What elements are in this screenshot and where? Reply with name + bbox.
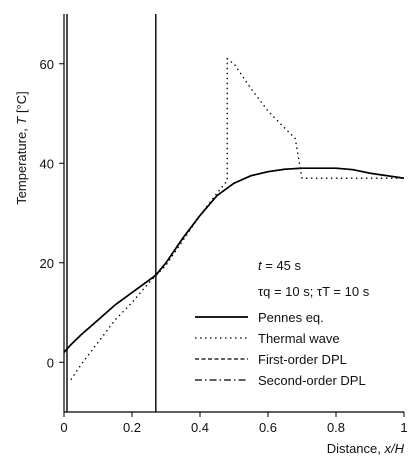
series-line-first-order-dpl [63,167,405,353]
legend: Pennes eq. Thermal wave First-order DPL Sec… [195,310,366,388]
axis-ticks: 0 0.2 0.4 0.6 0.8 1 0 20 40 60 [40,57,408,435]
y-tick-label: 0 [47,355,54,370]
series-line-pennes-eq [63,167,405,353]
legend-label: First-order DPL [258,352,347,367]
legend-label: Pennes eq. [258,310,324,325]
x-tick-label: 1 [400,420,407,435]
y-axis-label: Temperature, T [°C] [14,91,29,205]
x-tick-label: 0.8 [327,420,345,435]
y-tick-label: 40 [40,156,54,171]
y-tick-label: 60 [40,57,54,72]
x-tick-label: 0.2 [123,420,141,435]
series-line-second-order-dpl [63,167,405,353]
series-layer [63,57,405,381]
vertical-markers [66,14,157,412]
x-tick-label: 0 [60,420,67,435]
x-axis-label-var: x/H [384,441,405,456]
y-axis-label-var: T [14,116,29,125]
series-line-thermal-wave [70,57,404,381]
annotation-time-value: = 45 s [262,258,302,273]
x-tick-label: 0.4 [191,420,209,435]
legend-label: Second-order DPL [258,373,366,388]
legend-label: Thermal wave [258,331,340,346]
y-tick-label: 20 [40,256,54,271]
x-tick-label: 0.6 [259,420,277,435]
plot-frame [63,14,404,413]
x-axis-label: Distance, x/H [327,441,405,456]
annotation-time: t = 45 s [258,258,302,273]
annotation-tau: τq = 10 s; τT = 10 s [258,284,370,299]
y-axis-label-prefix: Temperature, [14,125,29,205]
annotation-time-var: t [258,258,263,273]
annotation-tau-text: τq = 10 s; τT = 10 s [258,284,370,299]
y-axis-label-unit: [°C] [14,91,29,116]
x-axis-label-prefix: Distance, [327,441,385,456]
